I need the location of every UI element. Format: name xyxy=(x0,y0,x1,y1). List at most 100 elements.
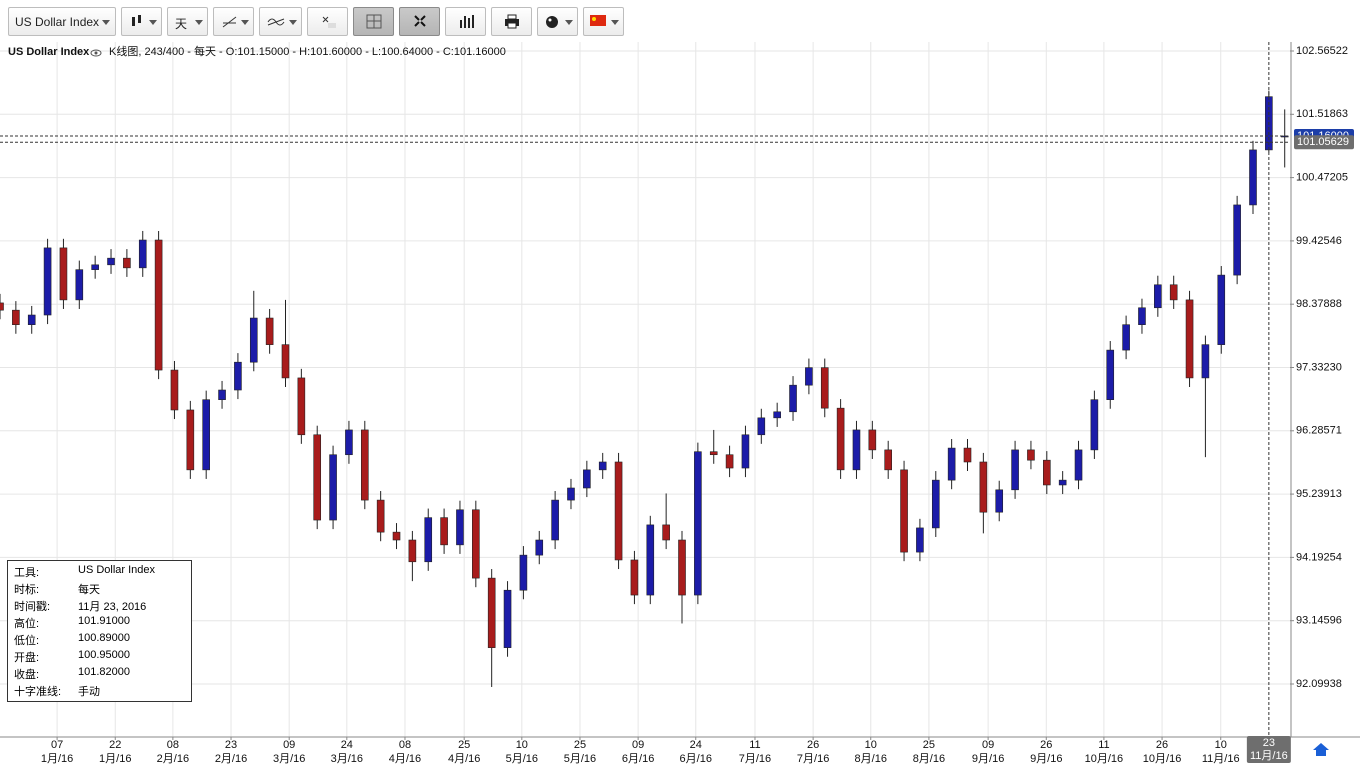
y-tick-label: 97.33230 xyxy=(1296,361,1342,373)
candle-body xyxy=(281,344,290,379)
candle-body xyxy=(218,389,226,400)
x-tick-sublabel: 10月/16 xyxy=(1085,753,1124,765)
candle-body xyxy=(75,269,84,301)
x-tick-label: 26 xyxy=(807,739,819,751)
candle-body xyxy=(1154,284,1162,309)
x-tick-label: 09 xyxy=(632,739,644,751)
chart-type-button[interactable] xyxy=(121,7,162,36)
candle-body xyxy=(59,247,68,301)
instrument-select[interactable]: US Dollar Index xyxy=(8,7,116,36)
color-button[interactable] xyxy=(537,7,578,36)
candle-body xyxy=(630,559,639,596)
x-tick-label: 10 xyxy=(865,739,877,751)
info-label: 时标: xyxy=(14,584,40,596)
x-tick-sublabel: 3月/16 xyxy=(273,753,305,765)
candle-body xyxy=(456,509,464,546)
candle-body xyxy=(107,257,115,266)
indicator-button[interactable] xyxy=(259,7,302,36)
fullscreen-button[interactable] xyxy=(399,7,440,36)
candle-body xyxy=(1185,299,1194,379)
candle-body xyxy=(408,539,417,563)
candle-body xyxy=(249,317,258,363)
volume-button[interactable] xyxy=(445,7,486,36)
candle-body xyxy=(1217,274,1226,345)
candle-body xyxy=(1027,449,1035,461)
candle-body xyxy=(916,527,924,553)
candle-body xyxy=(123,257,131,269)
print-button[interactable] xyxy=(491,7,532,36)
x-tick-label: 26 xyxy=(1156,739,1168,751)
y-tick-label: 102.56522 xyxy=(1296,45,1348,57)
x-tick-sublabel: 3月/16 xyxy=(331,753,363,765)
x-tick-sublabel: 2月/16 xyxy=(215,753,247,765)
info-label: 开盘: xyxy=(14,652,40,664)
candle-body xyxy=(202,399,210,471)
candle-body xyxy=(852,429,861,471)
candle-body xyxy=(297,377,306,436)
x-tick-sublabel: 11月/16 xyxy=(1202,753,1240,765)
x-tick-label: 10 xyxy=(516,739,528,751)
crosshair-button[interactable] xyxy=(353,7,394,36)
candle-body xyxy=(519,554,528,591)
x-tick-label: 09 xyxy=(283,739,295,751)
candle-body xyxy=(773,411,781,419)
candle-body xyxy=(535,539,544,556)
candle-body xyxy=(91,264,99,270)
x-tick-label: 07 xyxy=(51,739,63,751)
x-tick-sublabel: 5月/16 xyxy=(506,753,538,765)
y-tick-label: 99.42546 xyxy=(1296,235,1342,247)
crosshair-x-box xyxy=(1246,736,1291,763)
y-tick-label: 92.09938 xyxy=(1296,678,1342,690)
x-tick-sublabel: 9月/16 xyxy=(972,753,1004,765)
x-tick-sublabel: 7月/16 xyxy=(739,753,771,765)
candle-body xyxy=(725,454,734,469)
x-tick-label: 11 xyxy=(1098,739,1109,751)
instrument-name: US Dollar Index xyxy=(15,15,100,29)
clear-all-button[interactable] xyxy=(307,7,348,36)
candle-body xyxy=(27,314,36,325)
x-tick-sublabel: 6月/16 xyxy=(622,753,654,765)
x-tick-sublabel: 10月/16 xyxy=(1143,753,1182,765)
draw-line-button[interactable] xyxy=(213,7,254,36)
info-label: 低位: xyxy=(14,635,40,647)
candle-body xyxy=(1043,459,1051,486)
x-tick-sublabel: 8月/16 xyxy=(855,753,887,765)
info-value: 手动 xyxy=(78,686,100,698)
timeframe-select[interactable]: 天 xyxy=(167,7,208,36)
x-tick-label: 24 xyxy=(341,739,353,751)
eye-icon[interactable] xyxy=(90,49,102,57)
candle-body xyxy=(0,302,4,311)
x-tick-label: 22 xyxy=(109,739,121,751)
candle-body xyxy=(868,429,877,451)
candle-body xyxy=(678,539,686,596)
x-tick-label: 26 xyxy=(1040,739,1052,751)
y-tick-label: 94.19254 xyxy=(1296,551,1342,563)
grid xyxy=(0,42,1290,737)
candle-body xyxy=(170,369,179,411)
candle-body xyxy=(487,577,496,648)
home-icon[interactable] xyxy=(1313,743,1329,756)
crosshair-y-label: 101.05629 xyxy=(1297,136,1349,148)
candle-body xyxy=(392,531,401,541)
x-tick-sublabel: 8月/16 xyxy=(913,753,945,765)
y-tick-label: 101.51863 xyxy=(1296,108,1348,120)
info-box: 工具: US Dollar Index 时标: 每天 时间戳: 11月 23, 2016 高… xyxy=(7,560,192,702)
chart-bg xyxy=(0,42,1360,768)
info-label: 收盘: xyxy=(14,669,40,681)
x-tick-sublabel: 9月/16 xyxy=(1030,753,1062,765)
y-tick-label: 98.37888 xyxy=(1296,298,1342,310)
candle-body xyxy=(424,517,433,563)
candle-body xyxy=(376,499,385,533)
candle-body xyxy=(947,447,956,481)
x-tick-sublabel: 4月/16 xyxy=(448,753,480,765)
candle-body xyxy=(598,461,607,471)
info-value: 101.91000 xyxy=(78,615,130,627)
language-button[interactable] xyxy=(583,7,624,36)
x-tick-label: 23 xyxy=(225,739,237,751)
candle-body xyxy=(265,317,274,345)
candle-body xyxy=(820,367,829,409)
candle-body xyxy=(1169,284,1178,301)
info-label: 高位: xyxy=(14,618,40,630)
candle-body xyxy=(43,247,52,316)
candle-body xyxy=(345,429,353,456)
